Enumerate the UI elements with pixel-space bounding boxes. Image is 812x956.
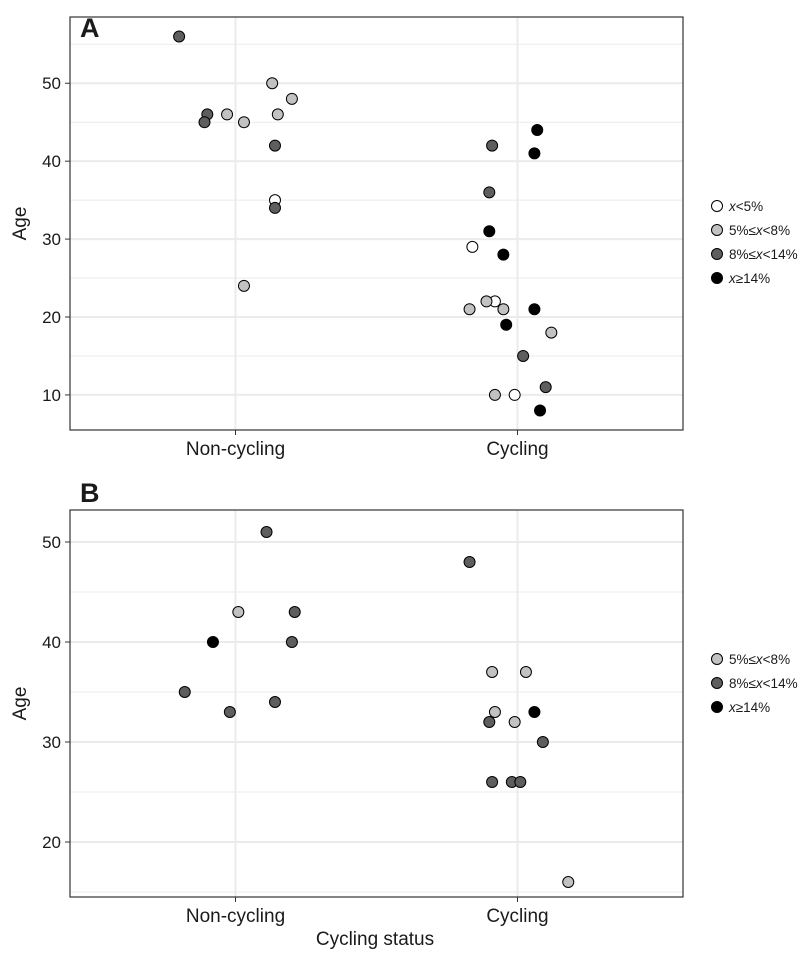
data-point — [480, 295, 493, 308]
legend-label: x<5% — [728, 199, 763, 214]
data-point — [268, 201, 281, 214]
data-point — [528, 303, 541, 316]
legend-label: x≥14% — [728, 271, 770, 286]
data-point — [500, 318, 513, 331]
legend-label: 5%≤x<8% — [729, 223, 790, 238]
x-tick-label: Cycling — [486, 906, 548, 927]
y-tick-label: 10 — [42, 386, 61, 405]
data-point — [221, 108, 234, 121]
data-point — [488, 388, 501, 401]
y-tick-label: 50 — [42, 533, 61, 552]
data-point — [497, 303, 510, 316]
data-point — [206, 636, 219, 648]
data-point — [508, 716, 521, 728]
plot-frame — [69, 509, 684, 898]
y-axis-title: Age — [10, 207, 31, 241]
data-point — [562, 876, 575, 888]
y-axis-title: Age — [10, 687, 31, 721]
data-point — [173, 30, 186, 43]
x-tick-label: Non-cycling — [186, 906, 285, 927]
data-point — [528, 147, 541, 160]
data-point — [531, 123, 544, 136]
legend-marker — [711, 677, 723, 689]
y-tick-label: 30 — [42, 733, 61, 752]
panel-letter: B — [80, 478, 100, 508]
data-point — [266, 77, 279, 90]
data-point — [466, 240, 479, 253]
legend-label: 5%≤x<8% — [729, 652, 790, 667]
data-point — [463, 303, 476, 316]
data-point — [486, 666, 499, 678]
data-point — [271, 108, 284, 121]
data-point — [534, 404, 547, 417]
x-axis-title: Cycling status — [316, 929, 434, 950]
legend-label: x≥14% — [728, 700, 770, 715]
data-point — [288, 606, 301, 618]
legend-marker — [711, 224, 723, 236]
data-point — [178, 686, 191, 698]
data-point — [198, 116, 211, 129]
data-point — [528, 706, 541, 718]
data-point — [223, 706, 236, 718]
data-point — [483, 225, 496, 238]
x-tick-label: Non-cycling — [186, 439, 285, 460]
data-point — [517, 349, 530, 362]
data-point — [514, 776, 527, 788]
data-point — [232, 606, 245, 618]
legend-marker — [711, 653, 723, 665]
legend-label: 8%≤x<14% — [729, 676, 798, 691]
data-point — [483, 186, 496, 199]
data-point — [536, 736, 549, 748]
y-tick-label: 20 — [42, 833, 61, 852]
x-tick-label: Cycling — [486, 439, 548, 460]
data-point — [285, 636, 298, 648]
y-tick-label: 40 — [42, 633, 61, 652]
data-point — [237, 116, 250, 129]
data-point — [519, 666, 532, 678]
legend-marker — [711, 200, 723, 212]
panel-letter: A — [80, 13, 100, 43]
data-point — [497, 248, 510, 261]
data-point — [486, 776, 499, 788]
legend-label: 8%≤x<14% — [729, 247, 798, 262]
y-tick-label: 20 — [42, 308, 61, 327]
y-tick-label: 50 — [42, 74, 61, 93]
y-tick-label: 40 — [42, 152, 61, 171]
data-point — [268, 139, 281, 152]
data-point — [285, 92, 298, 105]
panel-b: B 20 30 40 50 Non-cycling Cycling Age 5%≤x<8% 8%≤… — [10, 478, 798, 927]
legend-marker — [711, 248, 723, 260]
data-point — [237, 279, 250, 292]
data-point — [486, 139, 499, 152]
data-point — [508, 388, 521, 401]
data-point — [268, 696, 281, 708]
data-point — [488, 706, 501, 718]
legend-marker — [711, 272, 723, 284]
data-point — [483, 716, 496, 728]
data-point — [545, 326, 558, 339]
data-point — [539, 381, 552, 394]
data-point — [463, 556, 476, 568]
legend-marker — [711, 701, 723, 713]
y-tick-label: 30 — [42, 230, 61, 249]
panel-a: A 10 20 30 40 50 Non-cycling Cycling Age x<5% 5%≤x… — [10, 13, 798, 460]
plot-frame — [69, 16, 684, 431]
data-point — [260, 526, 273, 538]
